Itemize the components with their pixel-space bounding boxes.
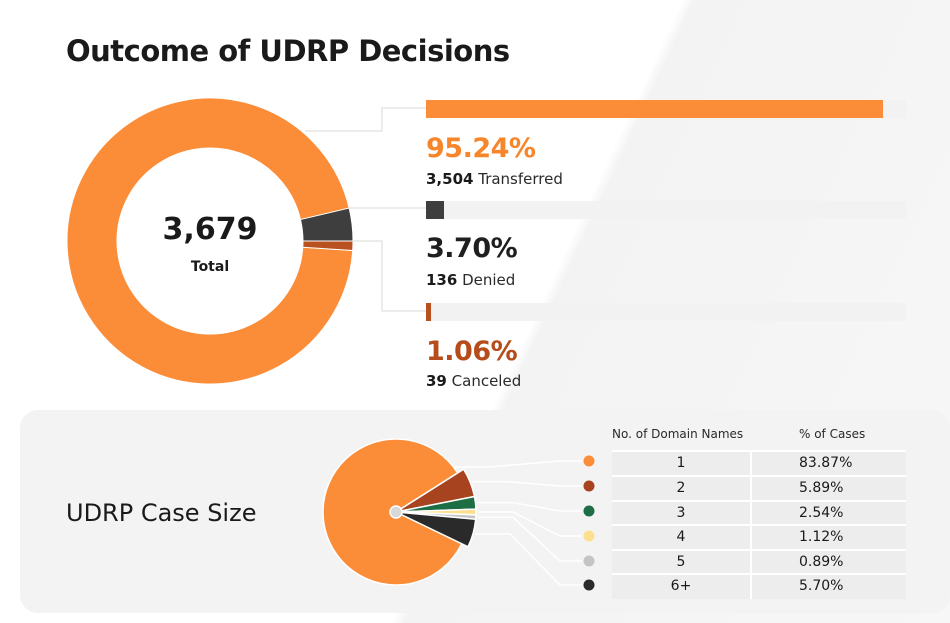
pie-connector-line [477,516,582,562]
legend-marker [583,579,595,591]
denied-bar-track [426,201,906,219]
pie-connector-line [477,501,582,512]
domain-count-cell: 5 [676,554,686,570]
donut-slice-canceled [302,240,354,252]
transferred-count: 3,504 [426,170,474,188]
domain-count-cell: 4 [676,529,686,545]
outcome-donut-chart [66,97,426,385]
donut-total-value: 3,679 [162,212,258,247]
canceled-percent: 1.06% [426,336,518,367]
denied-label: Denied [462,271,516,289]
canceled-bar-track [426,303,906,321]
domain-count-cell: 1 [676,455,686,471]
table-row: 5 0.89% [612,549,906,575]
page-title: Outcome of UDRP Decisions [66,34,510,68]
denied-count-line: 136 Denied [426,271,515,289]
legend-marker [583,480,595,492]
transferred-label: Transferred [478,170,563,188]
transferred-bar-fill [426,100,884,118]
domain-count-cell: 6+ [670,578,692,594]
domain-count-cell: 3 [676,505,686,521]
donut-slice-transferred [66,97,354,385]
denied-count: 136 [426,271,458,289]
legend-marker [583,505,595,517]
percent-cell: 83.87% [799,455,853,471]
denied-percent: 3.70% [426,233,518,264]
percent-cell: 0.89% [799,554,844,570]
percent-cell: 1.12% [799,529,844,545]
table-row: 4 1.12% [612,524,906,550]
transferred-bar-track [426,100,906,118]
legend-marker [583,555,595,567]
canceled-label: Canceled [451,372,522,390]
percent-cell: 2.54% [799,505,844,521]
transferred-count-line: 3,504 Transferred [426,170,563,188]
table-row: 2 5.89% [612,475,906,501]
pie-connector-line [472,480,582,487]
percent-cell: 5.70% [799,578,844,594]
connector-line-canceled [352,240,426,312]
donut-total-label: Total [190,259,230,275]
case-size-title: UDRP Case Size [66,499,257,527]
table-row: 6+ 5.70% [612,573,906,599]
pie-center-dot [389,505,403,519]
pie-connector-line [478,511,582,537]
table-row: 1 83.87% [612,450,906,476]
canceled-count: 39 [426,372,447,390]
pie-connector-line [454,460,582,468]
connector-line-transferred [305,107,426,132]
percent-cell: 5.89% [799,480,844,496]
denied-bar-fill [426,201,444,219]
pie-slice-6plus [395,511,477,548]
legend-marker [583,455,595,467]
legend-marker [583,530,595,542]
table-row: 3 2.54% [612,500,906,526]
domain-count-cell: 2 [676,480,686,496]
transferred-percent: 95.24% [426,133,536,164]
canceled-count-line: 39 Canceled [426,372,521,390]
pie-connector-line [475,533,582,586]
canceled-bar-fill [426,303,432,321]
table-header-domain-names: No. of Domain Names [612,427,744,441]
table-header-percent-cases: % of Cases [799,427,866,441]
